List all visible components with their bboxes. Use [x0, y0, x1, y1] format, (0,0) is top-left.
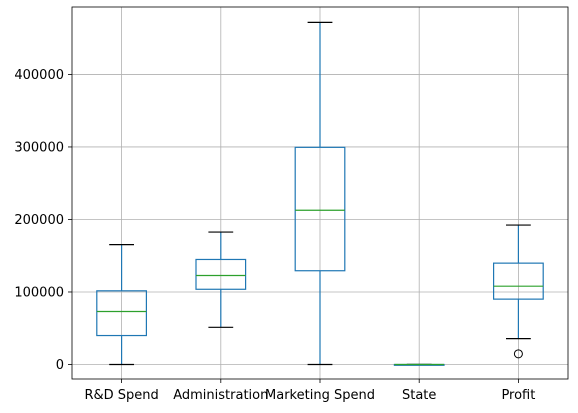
y-tick-label: 400000 — [14, 68, 64, 83]
box-profit — [493, 262, 544, 300]
box-r-d-spend — [96, 290, 148, 337]
box-layer — [96, 21, 544, 366]
x-tick-label: State — [402, 388, 436, 403]
axis-layer: 0 100000 200000 300000 400000 R&D Spend Admini… — [14, 6, 569, 403]
y-tick-label: 100000 — [14, 285, 64, 300]
box-marketing-spend — [294, 146, 346, 272]
x-tick-label: Administration — [173, 388, 268, 403]
x-tick-label: Profit — [501, 388, 535, 403]
box-administration — [195, 258, 247, 290]
y-tick-label: 0 — [56, 358, 64, 373]
x-tick-label: Marketing Spend — [265, 388, 375, 403]
outlier-point — [513, 349, 523, 359]
y-tick-label: 200000 — [14, 213, 64, 228]
y-tick-label: 300000 — [14, 140, 64, 155]
x-tick-label: R&D Spend — [84, 388, 158, 403]
